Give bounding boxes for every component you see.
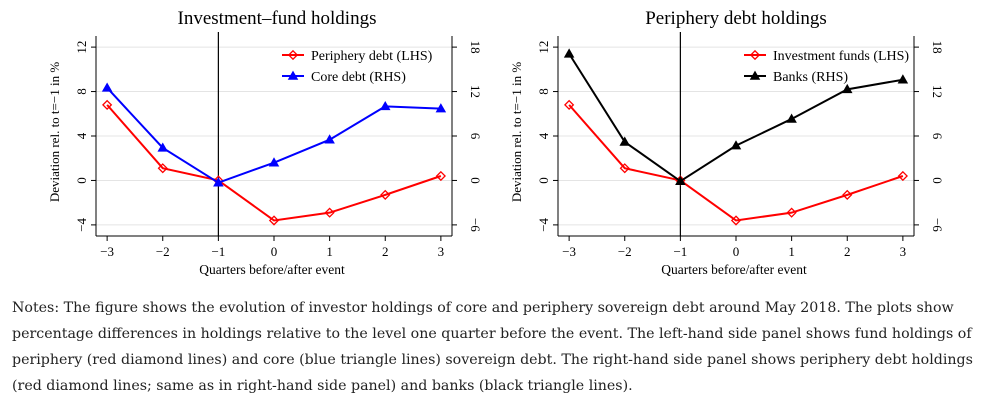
legend-marker bbox=[749, 70, 761, 80]
y-left-tick-label: 12 bbox=[74, 41, 89, 54]
x-tick-label: −3 bbox=[100, 244, 114, 259]
data-point bbox=[324, 207, 335, 218]
data-point bbox=[675, 175, 686, 185]
x-tick-label: −2 bbox=[618, 244, 632, 259]
y-left-tick-label: 8 bbox=[74, 88, 89, 95]
series-line-1 bbox=[106, 104, 442, 222]
y-right-tick-label: 0 bbox=[468, 177, 483, 184]
series-line-2 bbox=[106, 87, 441, 184]
legend-label: Periphery debt (LHS) bbox=[311, 49, 433, 64]
series-line-1 bbox=[568, 104, 904, 222]
y-left-tick-label: 0 bbox=[74, 177, 89, 184]
legend-marker bbox=[749, 49, 761, 61]
x-axis-label: Quarters before/after event bbox=[199, 262, 345, 277]
x-tick-label: −3 bbox=[562, 244, 576, 259]
legend-marker bbox=[287, 49, 299, 61]
data-point bbox=[435, 103, 447, 113]
data-point bbox=[730, 215, 742, 226]
charts-figure: Investment–fund holdings−404812−6061218D… bbox=[47, 8, 945, 277]
data-point bbox=[619, 136, 631, 146]
y-right-tick-label: 6 bbox=[468, 133, 483, 140]
figure-notes: Notes: The figure shows the evolution of… bbox=[12, 300, 973, 394]
data-point bbox=[379, 100, 391, 111]
y-left-tick-label: −4 bbox=[536, 217, 551, 231]
data-point bbox=[324, 134, 335, 144]
y-right-tick-label: 18 bbox=[930, 41, 945, 54]
y-right-tick-label: −6 bbox=[930, 218, 945, 232]
data-point bbox=[897, 74, 909, 84]
x-tick-label: 2 bbox=[844, 244, 851, 259]
chart-panel-1: Investment–fund holdings−404812−6061218D… bbox=[47, 8, 483, 277]
y-right-tick-label: 6 bbox=[930, 133, 945, 140]
x-tick-label: 2 bbox=[382, 244, 389, 259]
chart-panel-2: Periphery debt holdings−404812−6061218De… bbox=[509, 8, 945, 277]
y-left-tick-label: 12 bbox=[536, 41, 551, 54]
data-point bbox=[786, 207, 797, 218]
y-left-tick-label: 4 bbox=[74, 132, 89, 139]
y-right-tick-label: 0 bbox=[930, 177, 945, 184]
data-point bbox=[380, 189, 391, 201]
x-tick-label: 3 bbox=[900, 244, 907, 259]
data-point bbox=[564, 99, 575, 111]
data-point bbox=[619, 163, 630, 174]
data-point bbox=[101, 82, 113, 92]
x-tick-label: 1 bbox=[326, 244, 333, 259]
legend-marker bbox=[287, 70, 299, 80]
x-tick-label: 1 bbox=[788, 244, 795, 259]
x-tick-label: 0 bbox=[733, 244, 740, 259]
data-point bbox=[157, 142, 169, 152]
legend-label: Banks (RHS) bbox=[773, 70, 848, 85]
data-point bbox=[563, 48, 575, 58]
chart-title: Investment–fund holdings bbox=[178, 8, 377, 29]
data-point bbox=[268, 215, 280, 226]
y-left-tick-label: 0 bbox=[536, 177, 551, 184]
y-axis-label: Deviation rel. to t=−1 in % bbox=[47, 62, 62, 202]
data-point bbox=[897, 170, 908, 182]
data-point bbox=[157, 163, 168, 174]
data-point bbox=[213, 177, 224, 187]
y-left-tick-label: −4 bbox=[74, 217, 89, 231]
y-right-tick-label: −6 bbox=[468, 218, 483, 232]
legend-label: Investment funds (LHS) bbox=[773, 49, 909, 64]
y-axis-label: Deviation rel. to t=−1 in % bbox=[509, 62, 524, 202]
data-point bbox=[842, 189, 853, 201]
y-right-tick-label: 18 bbox=[468, 41, 483, 54]
y-right-tick-label: 12 bbox=[468, 85, 483, 98]
data-point bbox=[841, 83, 853, 94]
legend-label: Core debt (RHS) bbox=[311, 70, 406, 85]
x-tick-label: −1 bbox=[211, 244, 225, 259]
data-point bbox=[435, 170, 446, 182]
y-left-tick-label: 8 bbox=[536, 88, 551, 95]
data-point bbox=[102, 99, 113, 111]
x-tick-label: 3 bbox=[438, 244, 445, 259]
data-point bbox=[268, 157, 280, 167]
x-tick-label: 0 bbox=[271, 244, 278, 259]
data-point bbox=[786, 113, 797, 123]
chart-title: Periphery debt holdings bbox=[645, 8, 827, 29]
data-point bbox=[730, 140, 742, 150]
x-axis-label: Quarters before/after event bbox=[661, 262, 807, 277]
y-left-tick-label: 4 bbox=[536, 132, 551, 139]
x-tick-label: −1 bbox=[673, 244, 687, 259]
x-tick-label: −2 bbox=[156, 244, 170, 259]
y-right-tick-label: 12 bbox=[930, 85, 945, 98]
